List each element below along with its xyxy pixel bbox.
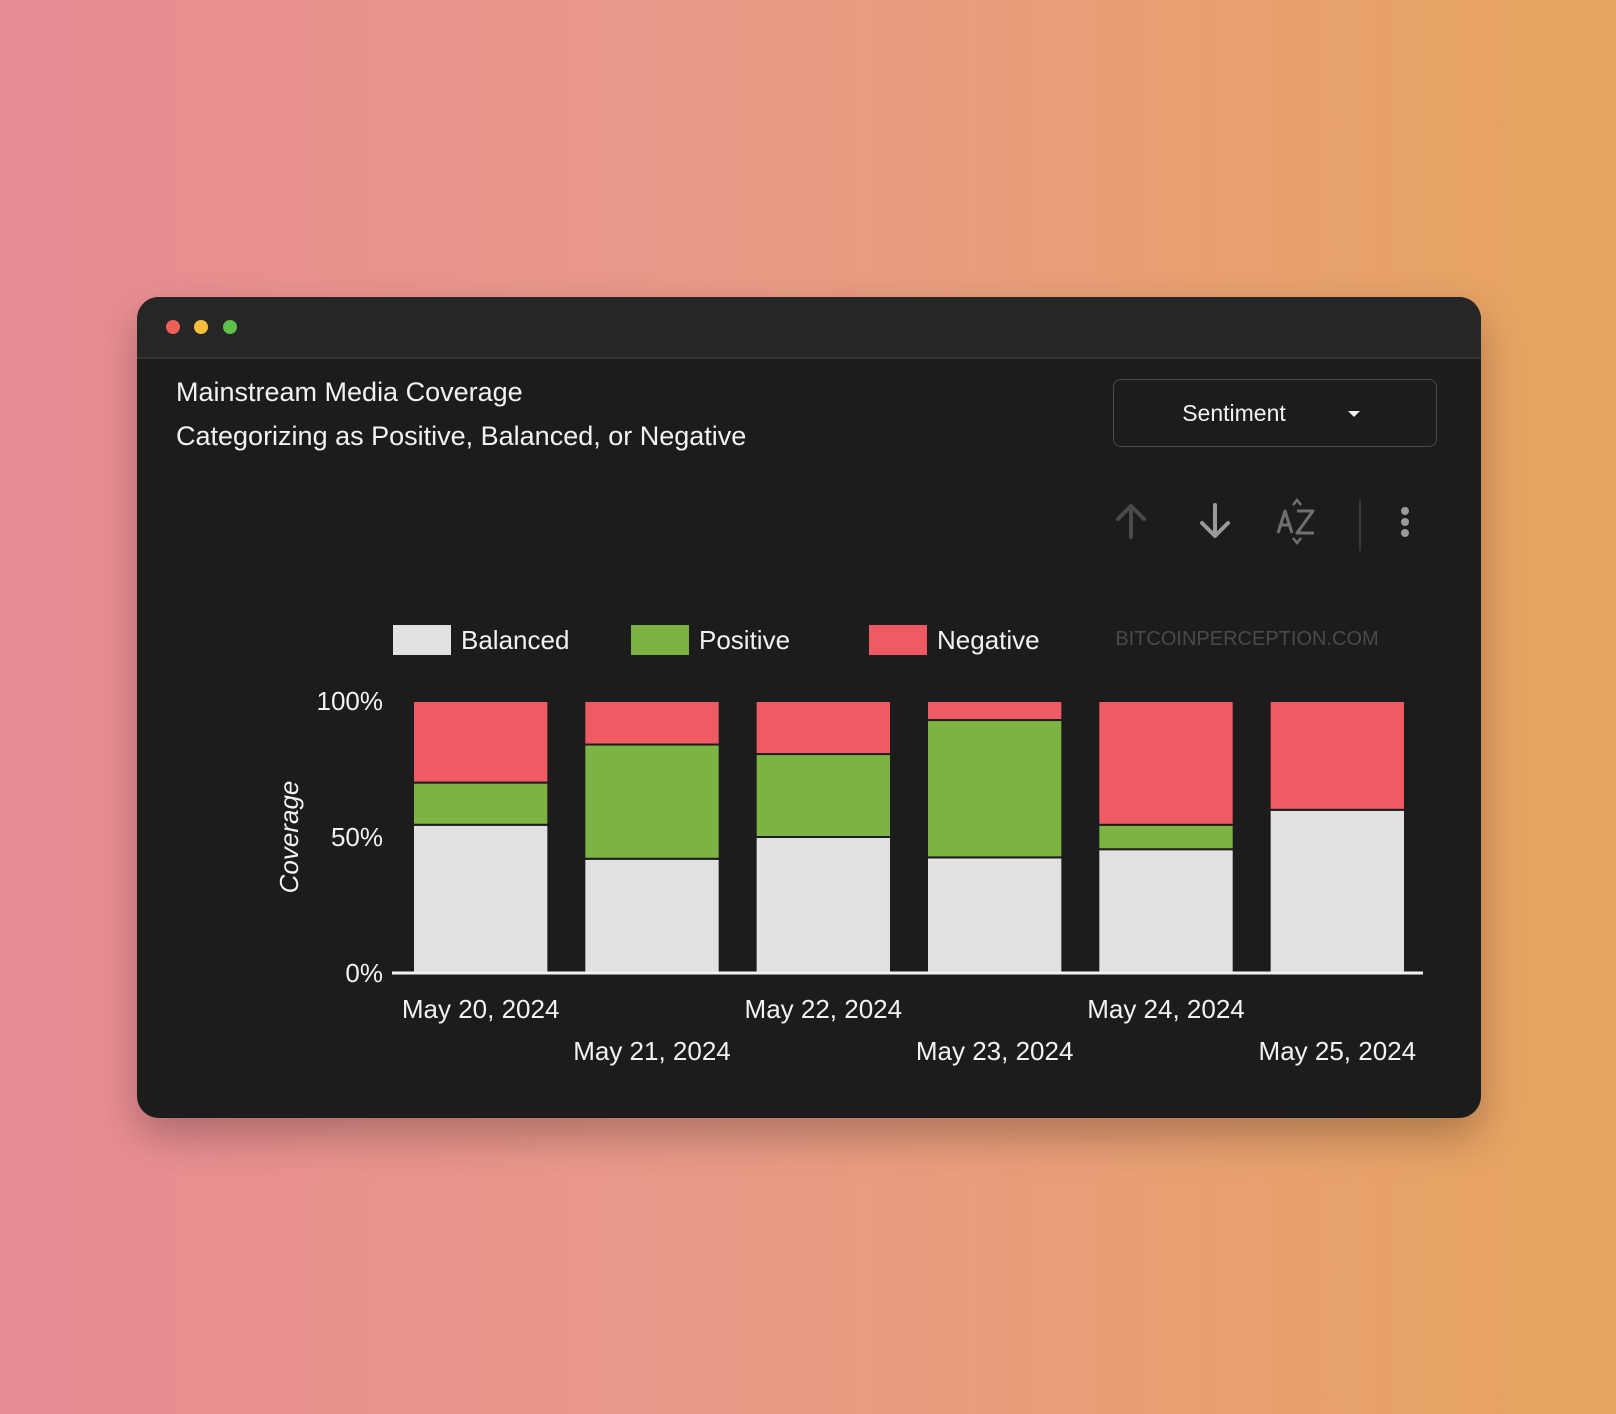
arrow-up-icon[interactable] xyxy=(1109,497,1153,545)
bar-negative xyxy=(754,700,893,756)
bar-positive xyxy=(411,781,550,826)
y-axis-label: Coverage xyxy=(274,781,304,894)
bar-negative xyxy=(925,700,1064,722)
window-titlebar xyxy=(137,297,1481,359)
more-vertical-icon[interactable] xyxy=(1383,497,1413,545)
bar-positive xyxy=(754,753,893,839)
bar-positive xyxy=(925,719,1064,859)
legend-swatch-positive xyxy=(631,625,689,655)
dropdown-label: Sentiment xyxy=(1182,400,1286,426)
y-tick-label: 50% xyxy=(331,822,383,852)
minimize-window-button[interactable] xyxy=(194,320,208,334)
legend-swatch-negative xyxy=(869,625,927,655)
chart-subtitle: Categorizing as Positive, Balanced, or N… xyxy=(176,421,747,451)
bar-balanced xyxy=(411,823,550,975)
watermark: BITCOINPERCEPTION.COM xyxy=(1115,628,1378,650)
stacked-bar-chart: BITCOINPERCEPTION.COM Coverage Balanced P… xyxy=(274,625,1423,1066)
bar-negative xyxy=(583,700,721,746)
bar-balanced xyxy=(1097,848,1235,974)
x-tick-label: May 24, 2024 xyxy=(1087,994,1245,1024)
x-tick-label: May 23, 2024 xyxy=(916,1036,1074,1066)
legend-swatch-balanced xyxy=(393,625,451,655)
y-tick-label: 100% xyxy=(317,686,384,716)
bar-negative xyxy=(411,700,550,784)
toolbar-divider xyxy=(1359,499,1361,551)
x-tick-label: May 20, 2024 xyxy=(402,994,560,1024)
x-tick-label: May 21, 2024 xyxy=(573,1036,731,1066)
caret-down-icon xyxy=(1348,411,1360,417)
y-tick-label: 0% xyxy=(345,958,383,988)
sort-az-icon[interactable] xyxy=(1275,497,1319,545)
close-window-button[interactable] xyxy=(166,320,180,334)
bar-balanced xyxy=(1268,808,1407,974)
bar-balanced xyxy=(754,836,893,974)
bar-positive xyxy=(1097,823,1235,851)
x-tick-label: May 25, 2024 xyxy=(1259,1036,1417,1066)
bar-positive xyxy=(583,743,721,860)
chart-title: Mainstream Media Coverage xyxy=(176,377,523,407)
x-tick-label: May 22, 2024 xyxy=(745,994,903,1024)
bar-negative xyxy=(1097,700,1235,826)
bar-balanced xyxy=(925,856,1064,975)
app-window: Mainstream Media Coverage Categorizing a… xyxy=(137,297,1481,1118)
bar-balanced xyxy=(583,857,721,975)
metric-dropdown[interactable]: Sentiment xyxy=(1113,379,1437,447)
maximize-window-button[interactable] xyxy=(223,320,237,334)
legend-label-balanced: Balanced xyxy=(461,625,569,655)
legend-label-positive: Positive xyxy=(699,625,790,655)
bar-negative xyxy=(1268,700,1407,811)
arrow-down-icon[interactable] xyxy=(1193,497,1237,545)
legend-label-negative: Negative xyxy=(937,625,1040,655)
